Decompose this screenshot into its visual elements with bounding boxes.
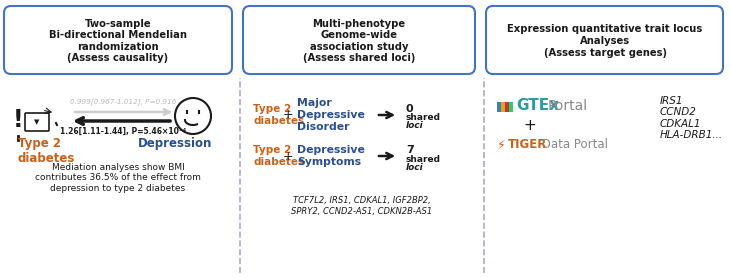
Text: IRS1
CCND2
CDKAL1
HLA-DRB1...: IRS1 CCND2 CDKAL1 HLA-DRB1... bbox=[660, 96, 723, 140]
FancyBboxPatch shape bbox=[501, 102, 504, 112]
Text: +: + bbox=[283, 108, 293, 121]
FancyBboxPatch shape bbox=[4, 6, 232, 74]
Text: Expression quantitative trait locus
Analyses
(Assess target genes): Expression quantitative trait locus Anal… bbox=[507, 24, 702, 58]
Text: shared: shared bbox=[406, 155, 441, 163]
FancyBboxPatch shape bbox=[486, 6, 723, 74]
Text: Type 2
diabetes: Type 2 diabetes bbox=[253, 145, 304, 167]
Text: Portal: Portal bbox=[548, 99, 588, 113]
Text: +: + bbox=[283, 150, 293, 163]
FancyBboxPatch shape bbox=[243, 6, 475, 74]
FancyBboxPatch shape bbox=[509, 102, 512, 112]
Text: Major
Depressive
Disorder: Major Depressive Disorder bbox=[297, 98, 365, 131]
Text: Type 2
diabetes: Type 2 diabetes bbox=[18, 137, 75, 165]
FancyBboxPatch shape bbox=[497, 102, 501, 112]
Text: loci: loci bbox=[406, 163, 423, 172]
FancyBboxPatch shape bbox=[25, 113, 49, 131]
Text: Mediation analyses show BMI
contributes 36.5% of the effect from
depression to t: Mediation analyses show BMI contributes … bbox=[35, 163, 201, 193]
Text: GTEx: GTEx bbox=[516, 98, 559, 113]
Text: Multi-phenotype
Genome-wide
association study
(Assess shared loci): Multi-phenotype Genome-wide association … bbox=[303, 19, 415, 63]
Text: 7: 7 bbox=[406, 145, 414, 155]
Text: Depressive
Symptoms: Depressive Symptoms bbox=[297, 145, 365, 167]
Text: shared: shared bbox=[406, 113, 441, 123]
Text: 1.26[1.11-1.44], P=5.46×10⁻⁴: 1.26[1.11-1.44], P=5.46×10⁻⁴ bbox=[60, 127, 186, 136]
Text: +: + bbox=[523, 118, 537, 133]
Text: !: ! bbox=[12, 108, 23, 132]
Text: loci: loci bbox=[406, 121, 423, 130]
Text: 0.999[0.967-1.012], P=0.916: 0.999[0.967-1.012], P=0.916 bbox=[70, 98, 176, 105]
Text: TIGER: TIGER bbox=[508, 138, 548, 152]
Text: Depression: Depression bbox=[138, 137, 212, 150]
Text: Type 2
diabetes: Type 2 diabetes bbox=[253, 104, 304, 126]
Text: Data Portal: Data Portal bbox=[538, 138, 608, 152]
Text: 0: 0 bbox=[406, 104, 414, 114]
FancyBboxPatch shape bbox=[505, 102, 509, 112]
Text: Two-sample
Bi-directional Mendelian
randomization
(Assess causality): Two-sample Bi-directional Mendelian rand… bbox=[49, 19, 187, 63]
Text: TCF7L2, IRS1, CDKAL1, IGF2BP2,
SPRY2, CCND2-AS1, CDKN2B-AS1: TCF7L2, IRS1, CDKAL1, IGF2BP2, SPRY2, CC… bbox=[291, 196, 433, 216]
Text: ▼: ▼ bbox=[34, 119, 39, 125]
Text: ⚡: ⚡ bbox=[497, 138, 506, 152]
